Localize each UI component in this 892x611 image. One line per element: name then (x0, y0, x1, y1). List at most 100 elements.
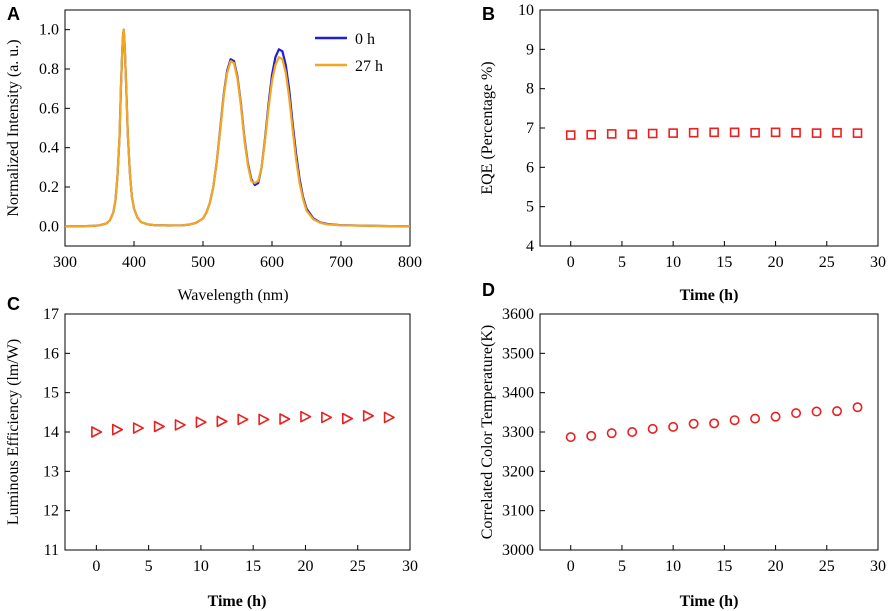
data-point (279, 413, 291, 425)
x-tick-label: 15 (716, 254, 732, 271)
x-tick-label: 25 (819, 558, 835, 575)
x-axis-label: Time (h) (680, 593, 739, 610)
y-tick-label: 5 (526, 199, 534, 216)
x-tick-label: 400 (122, 254, 146, 271)
panel-a: A 300 400 500 600 700 800 0.0 0.2 0.4 0.6 0.8 1.0 Wav… (5, 4, 422, 304)
panel-d: D 0 5 10 15 20 25 30 3000 3100 3200 3300 3400 3500 360… (479, 280, 886, 610)
data-point (300, 410, 312, 423)
y-tick-label: 1.0 (39, 22, 59, 39)
y-tick-label: 3600 (502, 306, 534, 323)
y-tick-label: 8 (526, 81, 534, 98)
data-point (627, 426, 638, 437)
y-axis-label: EQE (Percentage %) (479, 61, 496, 194)
data-point (341, 412, 354, 425)
data-point (195, 416, 207, 428)
y-tick-label: 3200 (502, 463, 534, 480)
data-point (111, 423, 124, 436)
data-point (709, 127, 719, 138)
x-tick-label: 20 (768, 254, 784, 271)
y-axis-label: Normalized Intensity (a. u.) (5, 39, 22, 216)
data-point (852, 402, 863, 413)
y-tick-label: 7 (526, 120, 534, 137)
legend-label: 0 h (355, 31, 375, 48)
plot-frame (64, 9, 411, 247)
panel-b: B 0 5 10 15 20 25 30 4 5 6 7 8 9 10 Time (h) EQE (Percen… (479, 2, 886, 304)
panel-letter: D (482, 280, 495, 300)
y-tick-label: 0.4 (39, 140, 59, 157)
plot-frame (539, 9, 879, 247)
data-point (91, 426, 103, 438)
y-tick-label: 10 (518, 2, 534, 19)
x-tick-label: 15 (716, 558, 732, 575)
panel-letter: B (482, 4, 495, 24)
data-point (565, 130, 576, 140)
data-point (586, 430, 597, 441)
y-tick-label: 4 (526, 238, 534, 255)
data-point (174, 419, 186, 431)
x-tick-label: 5 (145, 558, 153, 575)
data-point (791, 408, 802, 419)
data-point (216, 415, 228, 428)
x-tick-label: 0 (92, 558, 100, 575)
x-tick-label: 10 (665, 558, 681, 575)
data-point (811, 406, 822, 417)
y-tick-label: 16 (43, 345, 59, 362)
x-tick-label: 25 (819, 254, 835, 271)
data-point (153, 420, 165, 433)
data-point (237, 413, 249, 426)
panel-letter: A (7, 4, 20, 24)
data-point (729, 127, 740, 138)
x-tick-label: 500 (191, 254, 215, 271)
x-axis-label: Wavelength (nm) (177, 287, 288, 304)
y-tick-label: 3400 (502, 385, 534, 402)
y-axis-label: Correlated Color Temperature(K) (479, 325, 496, 540)
data-point (832, 406, 843, 417)
y-tick-label: 13 (43, 463, 59, 480)
x-tick-label: 15 (245, 558, 261, 575)
y-tick-label: 0.6 (39, 100, 59, 117)
y-tick-label: 14 (43, 424, 59, 441)
y-tick-label: 0.8 (39, 61, 59, 78)
x-tick-label: 30 (402, 558, 418, 575)
x-tick-label: 25 (350, 558, 366, 575)
data-point (647, 423, 658, 434)
x-tick-label: 0 (567, 558, 575, 575)
y-tick-label: 6 (526, 159, 534, 176)
panel-letter: C (7, 294, 20, 314)
y-tick-label: 11 (44, 542, 59, 559)
data-point (383, 411, 395, 424)
y-tick-label: 17 (43, 306, 59, 323)
x-tick-label: 800 (398, 254, 422, 271)
data-point (791, 127, 801, 138)
data-point (750, 413, 761, 424)
data-point (832, 127, 842, 138)
x-tick-label: 5 (618, 558, 626, 575)
data-point (362, 410, 374, 422)
y-tick-label: 15 (43, 385, 59, 402)
data-point (729, 415, 740, 426)
y-axis-label: Luminous Efficiency (lm/W) (5, 339, 22, 525)
data-point (668, 421, 679, 432)
data-point (770, 127, 781, 138)
y-tick-label: 9 (526, 41, 534, 58)
x-tick-label: 20 (768, 558, 784, 575)
x-tick-label: 0 (567, 254, 575, 271)
x-tick-label: 5 (618, 254, 626, 271)
y-tick-label: 3000 (502, 542, 534, 559)
data-point (606, 428, 617, 439)
legend-label: 27 h (355, 58, 383, 75)
data-point (811, 128, 822, 138)
x-axis-label: Time (h) (208, 593, 267, 610)
data-point (258, 413, 270, 426)
data-point (606, 129, 617, 139)
x-tick-label: 700 (329, 254, 353, 271)
panel-c: C 0 5 10 15 20 25 30 11 12 13 14 15 16 17 Time (h) Lumin… (5, 294, 418, 610)
x-tick-label: 10 (193, 558, 209, 575)
x-tick-label: 10 (665, 254, 681, 271)
series-line-27-h (65, 28, 411, 228)
data-point (132, 422, 144, 434)
y-tick-label: 3500 (502, 345, 534, 362)
data-point (770, 411, 781, 422)
data-point (668, 128, 678, 138)
